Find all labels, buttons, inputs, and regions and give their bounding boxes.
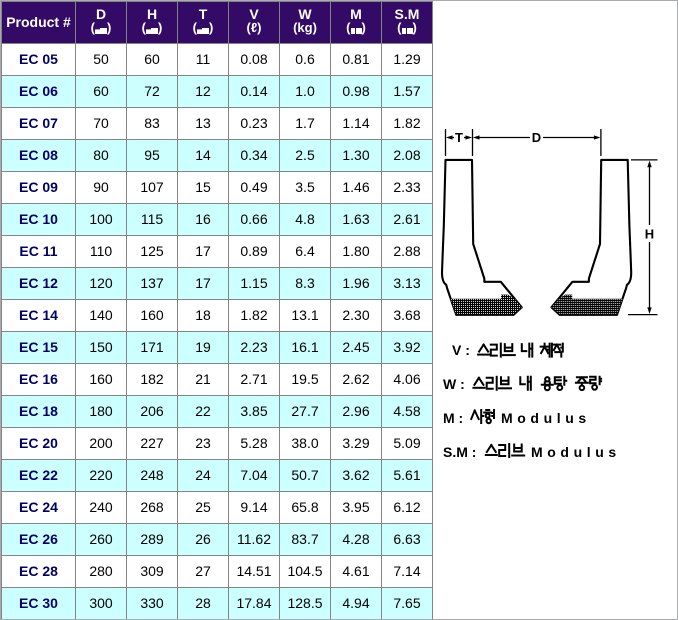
- svg-text:Modulus: Modulus: [531, 444, 621, 460]
- svg-text:V :: V :: [452, 342, 470, 358]
- svg-text:W :: W :: [443, 376, 465, 392]
- svg-text:D: D: [532, 130, 541, 145]
- svg-text:T: T: [455, 130, 463, 145]
- svg-text:M :: M :: [443, 410, 463, 426]
- svg-text:S.M :: S.M :: [443, 444, 476, 460]
- svg-text:Modulus: Modulus: [501, 410, 591, 426]
- svg-text:H: H: [645, 227, 654, 242]
